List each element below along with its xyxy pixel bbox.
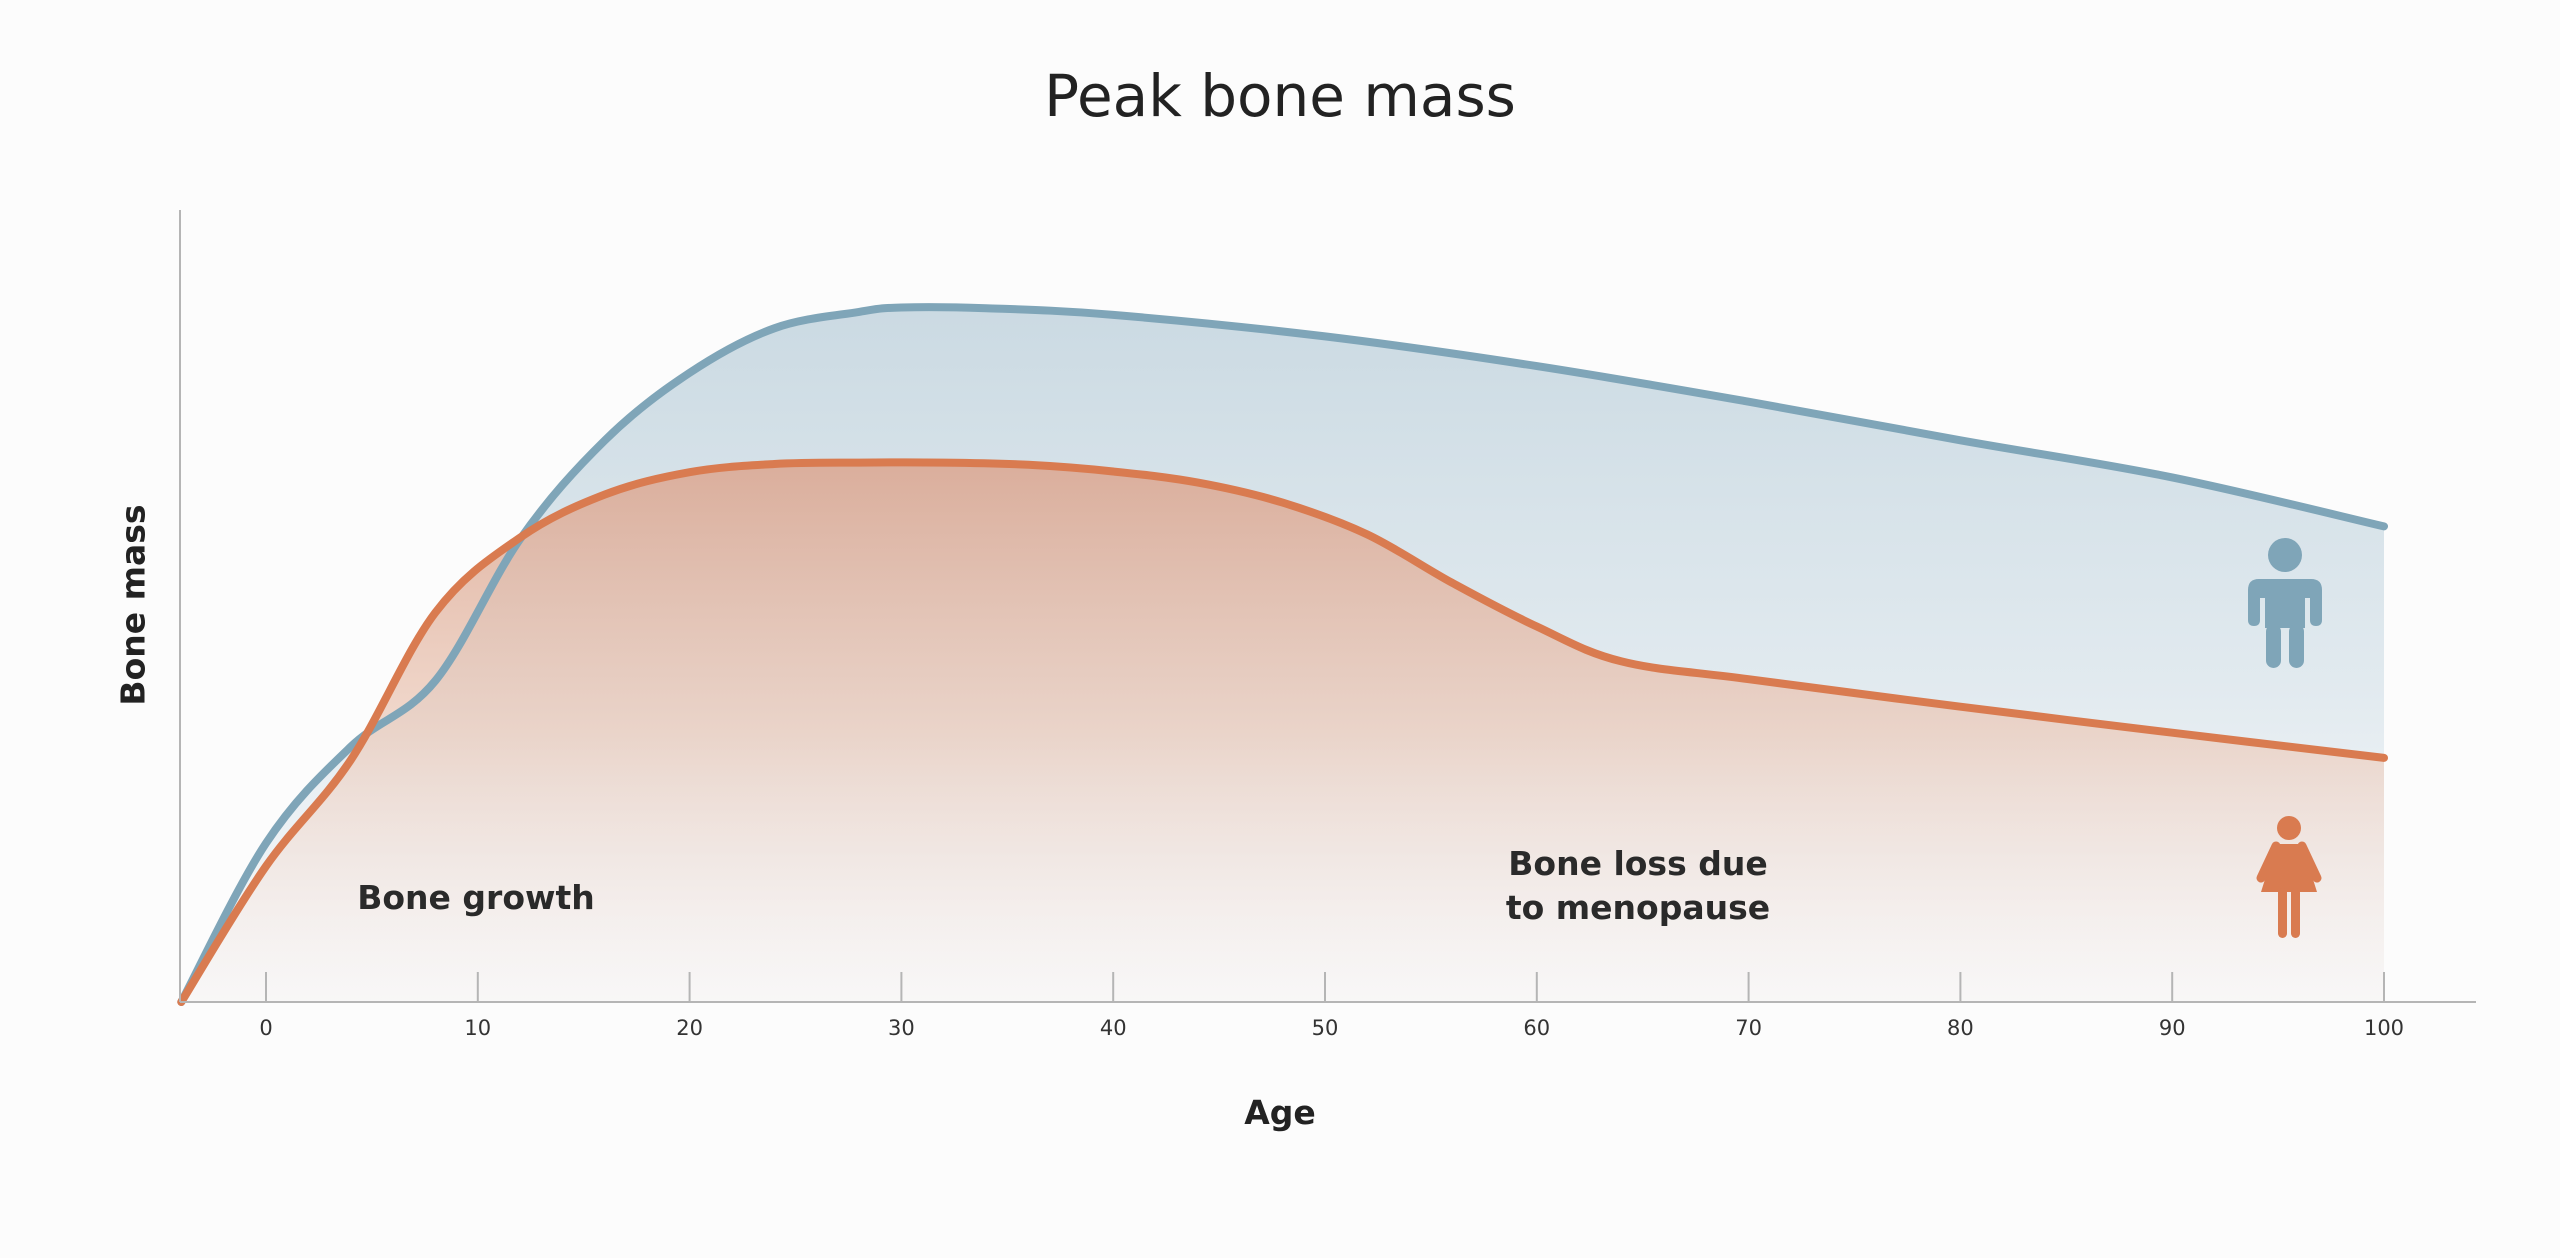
male-figure-icon: [2248, 538, 2322, 668]
series-area-female: [181, 462, 2384, 1002]
x-tick-label: 40: [1100, 1016, 1127, 1040]
x-tick-label: 20: [676, 1016, 703, 1040]
areas-layer: [181, 307, 2384, 1002]
annotation-bone-growth: Bone growth: [357, 878, 595, 917]
x-tick-label: 60: [1523, 1016, 1550, 1040]
chart-title: Peak bone mass: [1044, 62, 1516, 130]
x-tick-label: 100: [2364, 1016, 2404, 1040]
ticks-layer: 0 10 20 30 40 50 60 70 80 90 100: [259, 972, 2404, 1040]
axes-layer: [179, 210, 2476, 1003]
x-tick-label: 0: [259, 1016, 272, 1040]
icons-layer: [2248, 538, 2322, 938]
x-tick-label: 90: [2159, 1016, 2186, 1040]
lines-layer: [177, 303, 2388, 1006]
y-axis-label: Bone mass: [113, 504, 153, 706]
x-tick-label: 80: [1947, 1016, 1974, 1040]
x-axis-label: Age: [1244, 1093, 1316, 1132]
annotation-bone-loss: Bone loss due to menopause: [1505, 844, 1771, 927]
x-tick-label: 50: [1312, 1016, 1339, 1040]
series-line-male: [177, 303, 2388, 1006]
female-figure-icon: [2256, 816, 2322, 938]
x-tick-label: 70: [1735, 1016, 1762, 1040]
x-tick-label: 10: [464, 1016, 491, 1040]
x-tick-label: 30: [888, 1016, 915, 1040]
series-line-female: [177, 458, 2388, 1006]
